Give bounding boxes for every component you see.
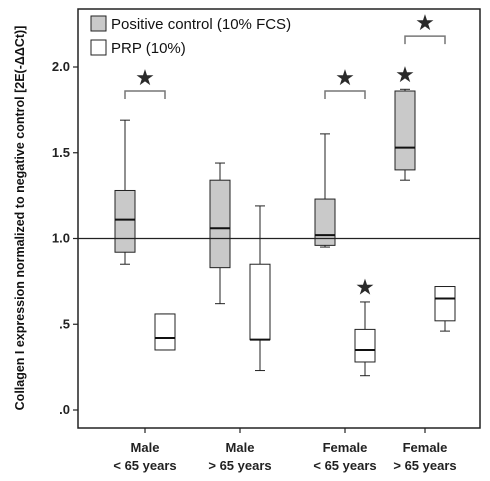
box-body: [114, 189, 136, 253]
y-tick-label-4: 2.0: [52, 59, 70, 74]
significance-star-4: ★: [395, 63, 415, 88]
y-tick-label-3: 1.5: [52, 145, 70, 160]
box-s0-c2: [314, 133, 336, 248]
significance-bracket-2: [404, 35, 446, 45]
significance-star-0: ★: [135, 66, 155, 91]
box-s1-c1: [249, 205, 271, 372]
plot-frame: [77, 8, 481, 429]
significance-bracket-0: [124, 90, 166, 100]
significance-star-1: ★: [335, 66, 355, 91]
y-tick-label-1: .5: [59, 316, 70, 331]
category-label-0-line2: < 65 years: [113, 458, 176, 473]
legend-swatch-positive-control: [90, 15, 107, 32]
category-label-3-line2: > 65 years: [393, 458, 456, 473]
category-label-3-line1: Female: [403, 440, 448, 455]
box-s0-c1: [209, 162, 231, 305]
box-body: [249, 263, 271, 341]
box-body: [434, 286, 456, 322]
box-body: [394, 90, 416, 171]
category-label-2-line1: Female: [323, 440, 368, 455]
box-body: [209, 179, 231, 269]
legend-label-positive-control: Positive control (10% FCS): [111, 16, 291, 33]
box-s1-c2: [354, 301, 376, 377]
y-tick-label-2: 1.0: [52, 231, 70, 246]
legend-swatch-prp: [90, 39, 107, 56]
legend: Positive control (10% FCS) PRP (10%): [90, 15, 291, 57]
category-label-2-line2: < 65 years: [313, 458, 376, 473]
box-body: [314, 198, 336, 246]
box-s1-c0: [154, 313, 176, 351]
category-label-1-line1: Male: [226, 440, 255, 455]
legend-label-prp: PRP (10%): [111, 40, 186, 57]
category-label-0-line1: Male: [131, 440, 160, 455]
significance-bracket-1: [324, 90, 366, 100]
box-s0-c3: [394, 88, 416, 181]
y-tick-label-0: .0: [59, 402, 70, 417]
significance-star-3: ★: [355, 276, 375, 301]
y-axis-label: Collagen I expression normalized to nega…: [13, 26, 27, 411]
box-body: [354, 328, 376, 363]
box-body: [154, 313, 176, 351]
significance-star-2: ★: [415, 11, 435, 36]
box-s0-c0: [114, 119, 136, 265]
category-label-1-line2: > 65 years: [208, 458, 271, 473]
box-s1-c3: [434, 286, 456, 332]
